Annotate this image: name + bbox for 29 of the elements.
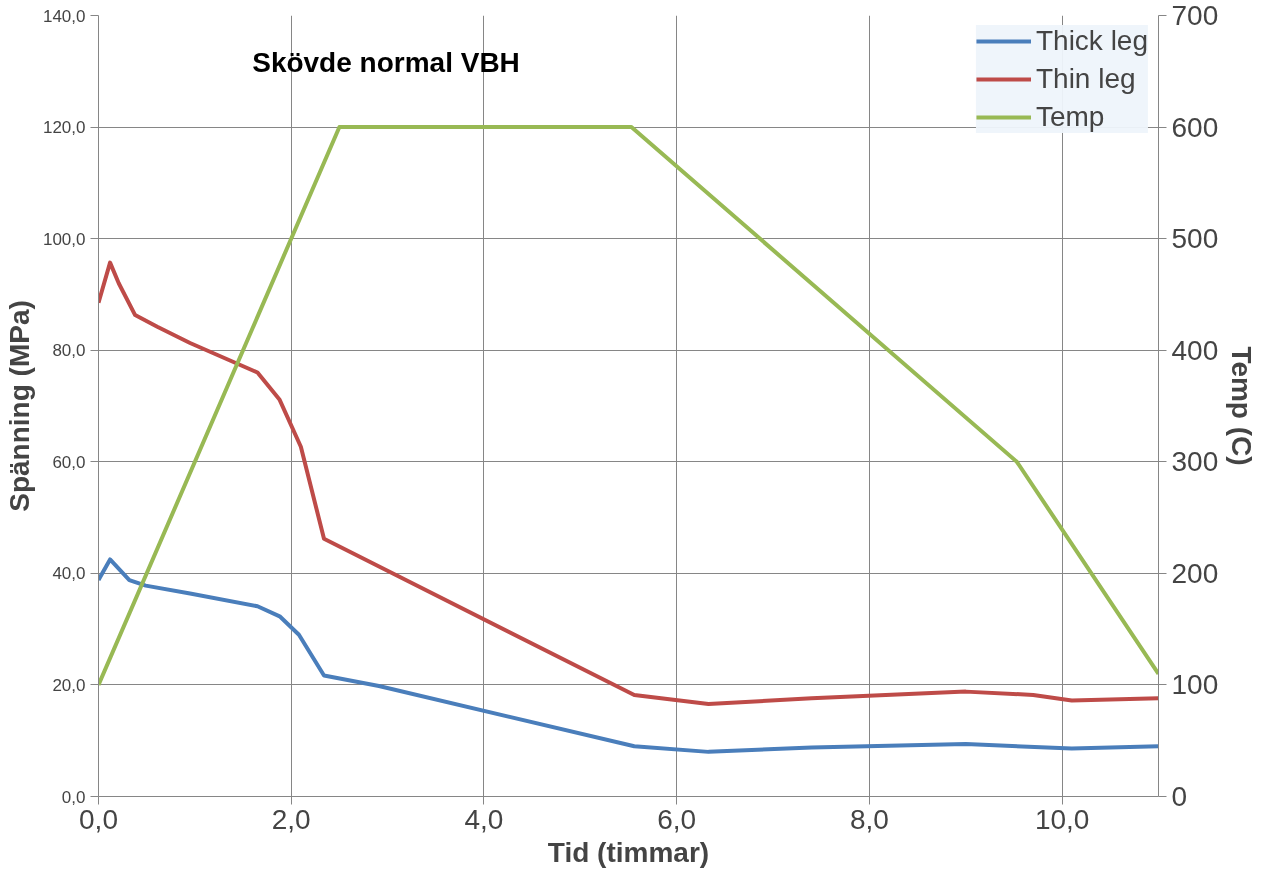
- line-series: [98, 260, 1159, 706]
- y2-tick-label: 700: [1171, 0, 1219, 31]
- y2-tick-label: 500: [1171, 223, 1219, 255]
- y-tick-label: 140,0: [42, 6, 86, 26]
- x-tick-label: 6,0: [657, 803, 697, 835]
- legend-label: Thick leg: [1035, 25, 1148, 57]
- legend-label: Temp: [1035, 101, 1105, 133]
- y2-axis-title: Temp (C): [1226, 346, 1258, 466]
- y-tick-label: 80,0: [52, 341, 86, 361]
- y2-tick-label: 100: [1171, 669, 1219, 701]
- y-axis-title: Spänning (MPa): [3, 300, 35, 512]
- x-tick-label: 10,0: [1034, 803, 1090, 835]
- y-tick-label: 120,0: [42, 118, 86, 138]
- x-tick-label: 4,0: [464, 803, 504, 835]
- x-tick-label: 2,0: [271, 803, 311, 835]
- y2-tick-label: 300: [1171, 446, 1219, 478]
- x-tick-label: 8,0: [849, 803, 889, 835]
- x-axis-title: Tid (timmar): [547, 836, 710, 868]
- y-tick-label: 60,0: [52, 452, 86, 472]
- y2-tick-label: 200: [1171, 557, 1219, 589]
- y2-tick-label: 400: [1171, 334, 1219, 366]
- y2-tick-label: 600: [1171, 111, 1219, 143]
- y-tick-label: 20,0: [52, 675, 86, 695]
- y-tick-label: 40,0: [52, 564, 86, 584]
- line-series: [98, 557, 1159, 754]
- y2-tick-label: 0: [1171, 781, 1188, 812]
- legend-label: Thin leg: [1035, 63, 1136, 95]
- text: Skövde normal VBH: [252, 46, 520, 78]
- y-tick-label: 100,0: [42, 229, 86, 249]
